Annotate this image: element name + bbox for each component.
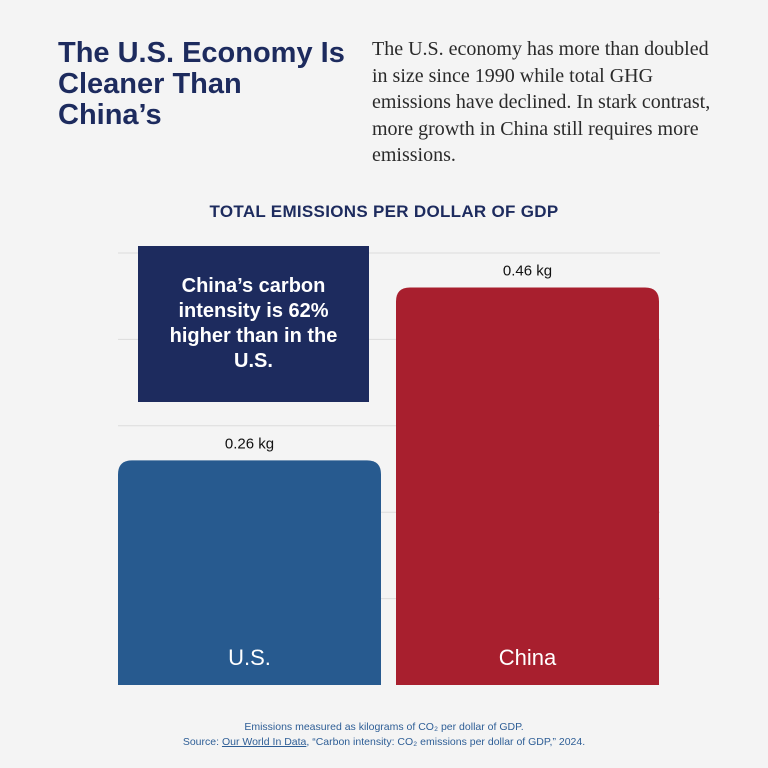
bar-us [118,460,381,685]
callout-text: China’s carbon intensity is 62% higher t… [169,275,338,372]
value-label: 0.46 kg [503,263,552,280]
headline: The U.S. Economy Is Cleaner Than China’s [58,37,345,131]
footnote-units: Emissions measured as kilograms of CO₂ p… [244,721,524,733]
category-label: China [499,645,557,670]
callout-box: China’s carbon intensity is 62% higher t… [138,246,369,402]
footnote-source: Source: Our World In Data, “Carbon inten… [0,735,768,750]
chart-title: TOTAL EMISSIONS PER DOLLAR OF GDP [209,202,559,221]
bar-china [396,287,659,685]
source-link[interactable]: Our World In Data [221,736,307,748]
source-rest: , “Carbon intensity: CO₂ emissions per d… [306,736,586,748]
intro-text: The U.S. economy has more than doubled i… [372,38,711,166]
category-label: U.S. [228,645,271,670]
footnote: Emissions measured as kilograms of CO₂ p… [0,720,768,750]
source-prefix: Source: [182,736,222,748]
value-label: 0.26 kg [225,435,274,452]
